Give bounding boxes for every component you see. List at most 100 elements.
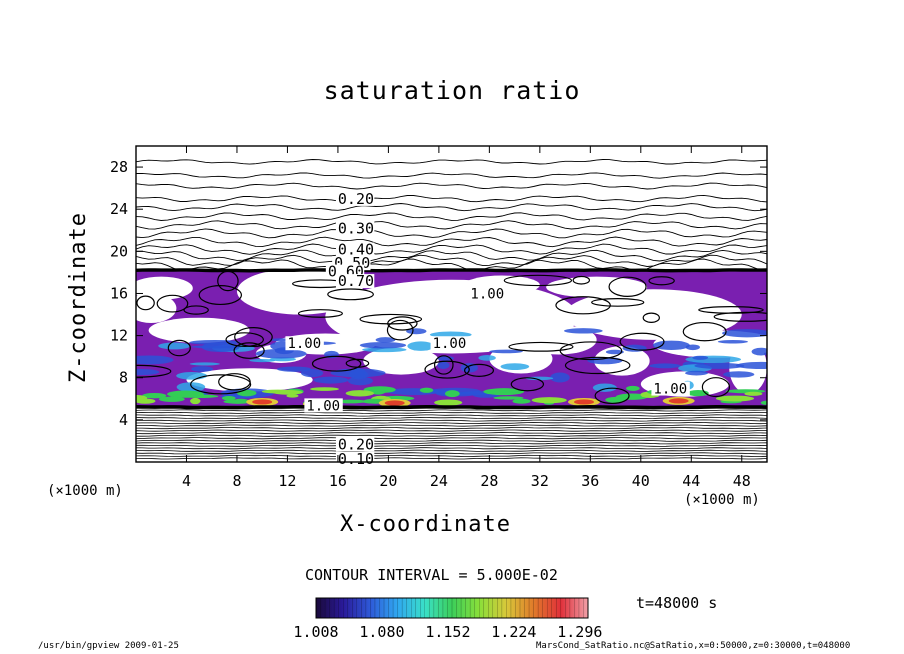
y-tick-label: 24 xyxy=(110,200,128,218)
cloud-streak xyxy=(249,358,276,363)
contour-line xyxy=(136,236,767,248)
colorbar-tick-label: 1.296 xyxy=(557,623,602,641)
cloud-hotspot xyxy=(384,400,405,406)
contour-line xyxy=(136,364,172,378)
cloud-streak xyxy=(722,329,767,338)
cloud-streak xyxy=(685,370,708,376)
y-tick-label: 4 xyxy=(119,411,128,429)
cloud-streak xyxy=(286,394,299,398)
cloud-streak xyxy=(525,376,554,381)
x-tick-label: 24 xyxy=(430,472,448,490)
cloud-streak xyxy=(626,385,640,391)
cloud-streak xyxy=(142,392,167,399)
contour-line xyxy=(424,360,470,379)
x-axis-ticks: 4 8 12 16 20 24 28 32 36 40 44 48 xyxy=(182,146,751,490)
cloud-streak xyxy=(255,348,307,359)
contour-line xyxy=(136,416,767,420)
cloud-streak xyxy=(692,355,709,360)
contour-line xyxy=(156,294,189,313)
cloud-streak xyxy=(201,342,240,353)
cloud-streak xyxy=(276,366,312,372)
x-tick-label: 36 xyxy=(581,472,599,490)
contour-line xyxy=(136,421,767,425)
contour-label: 1.00 xyxy=(287,336,321,352)
contour-label-bg xyxy=(335,191,375,206)
contour-line xyxy=(648,276,675,286)
contour-line xyxy=(136,434,767,437)
cloud-streak xyxy=(592,383,617,392)
footer-left: /usr/bin/gpview 2009-01-25 xyxy=(38,641,179,651)
cloud-streak xyxy=(223,399,253,404)
contour-interval-text: CONTOUR INTERVAL = 5.000E-02 xyxy=(305,566,558,584)
contour-line xyxy=(225,332,264,347)
cloud-streak xyxy=(419,387,434,393)
x-tick-label: 8 xyxy=(232,472,241,490)
contour-line xyxy=(136,249,767,262)
cloud-streak xyxy=(429,331,472,338)
contour-line xyxy=(701,377,731,398)
x-tick-label: 4 xyxy=(182,472,191,490)
contour-line xyxy=(464,363,495,377)
unsaturated-pocket xyxy=(565,289,742,340)
x-tick-label: 40 xyxy=(632,472,650,490)
cloud-streak xyxy=(760,400,767,405)
contour-line xyxy=(594,387,630,405)
unsaturated-pocket xyxy=(136,276,193,300)
contour-line xyxy=(233,342,265,359)
cloud-streak xyxy=(751,347,767,356)
contour-label-bg xyxy=(335,242,375,257)
cloud-streak xyxy=(136,355,174,365)
contour-label-bg xyxy=(335,437,375,452)
y-axis-label: Z-coordinate xyxy=(66,212,91,383)
contour-line xyxy=(190,374,252,395)
cloud-streak xyxy=(605,349,624,355)
cloud-streak xyxy=(136,395,148,402)
colorbar-tick-label: 1.008 xyxy=(293,623,338,641)
x-tick-label: 32 xyxy=(531,472,549,490)
cloud-streak xyxy=(649,363,681,369)
contour-lines xyxy=(136,159,767,460)
cloud-streak xyxy=(375,337,396,343)
contour-line xyxy=(619,332,665,351)
cloud-streak xyxy=(362,347,407,353)
contour-line xyxy=(136,268,767,273)
contour-line xyxy=(136,444,767,447)
contour-line xyxy=(136,295,155,311)
cloud-hotspot xyxy=(574,399,595,405)
cloud-streak xyxy=(715,395,755,402)
cloud-streak xyxy=(500,363,530,370)
contour-line xyxy=(136,203,767,212)
cloud-streak xyxy=(550,372,570,383)
cloud-streak xyxy=(330,368,386,378)
contour-label: 1.00 xyxy=(653,382,687,398)
y-tick-label: 8 xyxy=(119,369,128,387)
cloud-streak xyxy=(605,396,627,403)
contour-line xyxy=(136,254,767,268)
contour-line xyxy=(136,452,767,455)
cloud-streak xyxy=(359,342,407,349)
contour-line xyxy=(136,411,767,414)
contour-line xyxy=(608,276,647,297)
contour-line xyxy=(136,454,767,457)
contour-label: 1.00 xyxy=(433,336,467,352)
y-tick-label: 16 xyxy=(110,284,128,302)
cloud-streak xyxy=(437,361,450,369)
cloud-hotspot xyxy=(668,398,689,404)
colorbar: 1.008 1.080 1.152 1.224 1.296 xyxy=(293,597,602,641)
cloud-streak xyxy=(345,390,375,397)
contour-line xyxy=(136,182,767,190)
cloud-streak xyxy=(622,344,647,352)
cloud-streak xyxy=(136,369,160,376)
contour-line xyxy=(136,429,767,432)
contour-line xyxy=(136,432,767,435)
unsaturated-pocket xyxy=(136,293,177,323)
y-axis-ticks: 4 8 12 16 20 24 28 xyxy=(110,158,767,429)
contour-line xyxy=(136,427,767,430)
contour-line xyxy=(136,228,767,239)
cloud-streak xyxy=(176,382,206,392)
x-tick-label: 48 xyxy=(733,472,751,490)
cloud-streak xyxy=(222,395,236,401)
contour-line xyxy=(564,356,631,375)
contour-line xyxy=(136,437,767,440)
